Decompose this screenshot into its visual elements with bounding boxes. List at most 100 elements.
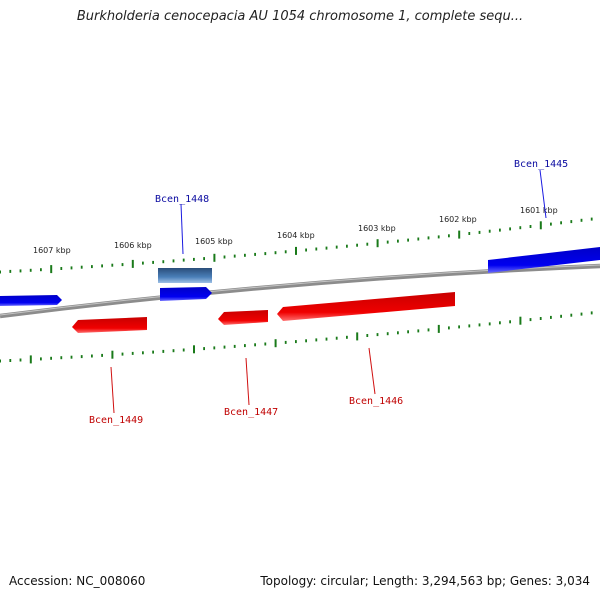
minor-tick	[335, 336, 338, 340]
major-tick	[376, 239, 379, 248]
minor-tick	[152, 350, 154, 354]
minor-tick	[162, 349, 165, 353]
minor-tick	[529, 225, 532, 228]
minor-tick	[448, 234, 450, 238]
gene-label-bcen-1446[interactable]: Bcen_1446	[349, 396, 403, 407]
minor-tick	[80, 265, 83, 269]
minor-tick	[91, 265, 93, 269]
gene-bcen-1445[interactable]	[488, 247, 600, 273]
kbp-label-1605: 1605 kbp	[195, 237, 233, 246]
minor-tick	[468, 232, 471, 235]
minor-tick	[40, 357, 42, 361]
kbp-label-1602: 1602 kbp	[439, 215, 477, 224]
minor-tick	[570, 220, 573, 224]
major-tick	[193, 345, 195, 354]
gene-label-bcen-1445[interactable]: Bcen_1445	[514, 159, 568, 170]
minor-tick	[284, 250, 287, 254]
major-tick	[356, 332, 359, 341]
minor-tick	[427, 328, 430, 332]
minor-tick	[244, 344, 246, 348]
major-tick	[274, 339, 277, 348]
accession-text: Accession: NC_008060	[9, 574, 146, 588]
minor-tick	[448, 326, 450, 330]
minor-tick	[0, 359, 1, 363]
leader-line-bcen-1449	[110, 366, 115, 414]
major-tick	[50, 265, 53, 274]
minor-tick	[223, 255, 226, 259]
kbp-label-1603: 1603 kbp	[358, 224, 396, 233]
minor-tick	[305, 248, 307, 252]
minor-tick	[499, 321, 501, 325]
minor-tick	[315, 338, 318, 342]
minor-tick	[70, 266, 73, 270]
minor-tick	[254, 343, 256, 347]
minor-tick	[570, 313, 573, 317]
minor-tick	[121, 352, 124, 356]
minor-tick	[19, 358, 22, 362]
minor-tick	[397, 239, 399, 243]
minor-tick	[0, 270, 1, 274]
gene-label-bcen-1449[interactable]: Bcen_1449	[89, 415, 143, 426]
minor-tick	[346, 244, 348, 248]
major-tick	[213, 253, 216, 262]
minor-tick	[417, 237, 420, 241]
minor-tick	[233, 254, 236, 258]
minor-tick	[182, 348, 185, 352]
minor-tick	[519, 226, 522, 230]
minor-tick	[315, 247, 318, 251]
minor-tick	[121, 263, 124, 267]
gene-label-bcen-1447[interactable]: Bcen_1447	[224, 407, 278, 418]
tick-row-forward	[0, 217, 593, 274]
minor-tick	[407, 238, 409, 242]
topology-summary: Topology: circular; Length: 3,294,563 bp…	[260, 574, 590, 588]
minor-tick	[366, 242, 369, 246]
minor-tick	[182, 258, 185, 262]
minor-tick	[193, 257, 195, 261]
leader-line-bcen-1446	[368, 347, 376, 395]
minor-tick	[407, 330, 409, 334]
minor-tick	[29, 268, 32, 272]
minor-tick	[162, 260, 165, 264]
minor-tick	[40, 268, 42, 272]
minor-tick	[213, 346, 216, 350]
minor-tick	[284, 340, 287, 344]
minor-tick	[101, 264, 103, 268]
major-tick	[539, 221, 542, 230]
major-tick	[131, 259, 134, 268]
gene-bcen-1448[interactable]	[160, 287, 212, 301]
major-tick	[458, 230, 461, 239]
minor-tick	[325, 337, 328, 341]
minor-tick	[254, 252, 256, 256]
gene-forward-left-edge[interactable]	[0, 295, 62, 306]
minor-tick	[70, 355, 73, 359]
minor-tick	[580, 218, 583, 222]
minor-tick	[478, 323, 481, 327]
gene-bcen-1447[interactable]	[218, 310, 268, 325]
map-title: Burkholderia cenocepacia AU 1054 chromos…	[76, 9, 524, 24]
minor-tick	[509, 227, 511, 231]
major-tick	[111, 350, 114, 359]
minor-tick	[305, 339, 307, 343]
minor-tick	[325, 246, 328, 250]
minor-tick	[233, 344, 236, 348]
minor-tick	[80, 355, 83, 359]
minor-tick	[539, 317, 542, 320]
minor-tick	[264, 342, 267, 346]
minor-tick	[142, 261, 144, 265]
minor-tick	[223, 345, 226, 349]
leader-line-bcen-1448	[180, 203, 184, 255]
minor-tick	[172, 349, 175, 353]
minor-tick	[9, 359, 12, 362]
minor-tick	[386, 332, 389, 336]
gene-bcen-1448-selected[interactable]	[158, 268, 212, 283]
minor-tick	[478, 230, 481, 234]
minor-tick	[499, 228, 501, 232]
gene-bcen-1446[interactable]	[277, 292, 455, 321]
minor-tick	[142, 351, 144, 355]
minor-tick	[203, 257, 205, 261]
minor-tick	[101, 353, 103, 357]
gene-bcen-1449[interactable]	[72, 317, 147, 333]
gene-label-bcen-1448[interactable]: Bcen_1448	[155, 194, 209, 205]
major-tick	[29, 355, 32, 364]
